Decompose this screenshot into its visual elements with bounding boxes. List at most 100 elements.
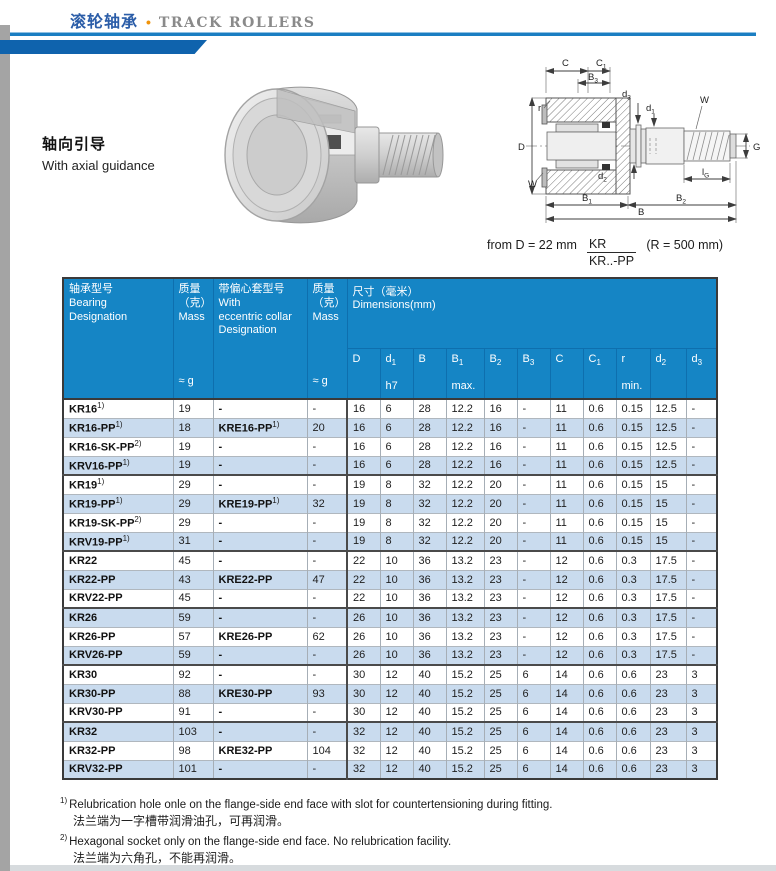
table-row: KR26 59- -26 10 36 13.2 23-12 0.6 0.3 17.5- — [62, 607, 718, 627]
dim-cell: 0.6 — [582, 455, 616, 475]
dim-cell: 14 — [549, 759, 583, 779]
dim-cell: 23 — [483, 569, 517, 589]
dim-cell: 23 — [649, 683, 686, 703]
dim-cell: 20 — [483, 493, 517, 513]
dim-header-cell: d3 — [685, 347, 718, 400]
header-eccentric-designation: 带偏心套型号 With eccentric collar Designation — [212, 277, 308, 400]
table-row: KR26-PP 57 KRE26-PP 62 26 10 36 13.2 23-12 0.6 0.3… — [62, 626, 718, 646]
dim-cell: - — [685, 626, 718, 646]
dim-cell: 20 — [483, 474, 517, 494]
dim-cell: 6 — [379, 436, 413, 456]
dim-cell: 12 — [549, 626, 583, 646]
section-label-en: With axial guidance — [42, 158, 155, 173]
ecc-mass-cell: - — [306, 759, 347, 779]
dim-cell: - — [685, 588, 718, 608]
table-row: KR22-PP 43 KRE22-PP 47 22 10 36 13.2 23-12 0.6 0.3… — [62, 569, 718, 589]
ecc-mass-cell: 20 — [306, 417, 347, 437]
dim-header-cell: B3 — [516, 347, 551, 400]
dim-cell: 12.2 — [445, 512, 484, 532]
dim-cell: 19 — [346, 531, 380, 551]
dim-cell: 0.6 — [582, 398, 616, 418]
ecc-designation-cell: KRE22-PP — [212, 569, 307, 589]
dim-cell: 40 — [412, 759, 446, 779]
dim-cell: 3 — [685, 740, 718, 760]
dim-cell: 40 — [412, 740, 446, 760]
designation-cell: KR161) — [62, 398, 173, 418]
dim-cell: 11 — [549, 398, 583, 418]
dim-header-cell: B — [412, 347, 447, 400]
dim-cell: 25 — [483, 759, 517, 779]
ecc-designation-cell: - — [212, 531, 307, 551]
table-row: KR30-PP 88 KRE30-PP 93 30 12 40 15.2 25 6 14 0.6 0.6… — [62, 683, 718, 703]
svg-text:r: r — [538, 103, 541, 114]
dim-cell: 30 — [346, 664, 380, 684]
dim-cell: 32 — [346, 721, 380, 741]
header-bearing-designation: 轴承型号 Bearing Designation — [62, 277, 174, 400]
ecc-mass-cell: - — [306, 512, 347, 532]
dim-cell: 36 — [412, 626, 446, 646]
table-header: 轴承型号 Bearing Designation 质量 （克） Mass ≈ g… — [62, 277, 718, 400]
section-label-cn: 轴向引导 — [42, 136, 107, 153]
dim-cell: 13.2 — [445, 569, 484, 589]
dim-cell: 14 — [549, 740, 583, 760]
dim-cell: 3 — [685, 702, 718, 722]
dim-cell: 36 — [412, 569, 446, 589]
designation-cell: KR32 — [62, 721, 173, 741]
dim-cell: 12 — [549, 607, 583, 627]
dim-header-cell: D — [346, 347, 381, 400]
dim-cell: - — [685, 645, 718, 665]
designation-cell: KR22 — [62, 550, 173, 570]
dim-header-cell: r min. — [615, 347, 651, 400]
ecc-designation-cell: - — [212, 550, 307, 570]
size-note-suffix: (R = 500 mm) — [646, 238, 724, 252]
dim-cell: 15.2 — [445, 664, 484, 684]
dim-cell: 10 — [379, 645, 413, 665]
dim-cell: 0.6 — [582, 531, 616, 551]
dim-cell: - — [685, 569, 718, 589]
dim-cell: 40 — [412, 683, 446, 703]
designation-cell: KRV22-PP — [62, 588, 173, 608]
dim-cell: 12 — [549, 588, 583, 608]
dim-cell: 17.5 — [649, 588, 686, 608]
mass-cell: 19 — [172, 455, 213, 475]
dim-cell: - — [516, 398, 550, 418]
dim-cell: 10 — [379, 569, 413, 589]
dim-cell: 16 — [346, 436, 380, 456]
dim-cell: 12.5 — [649, 436, 686, 456]
mass-cell: 31 — [172, 531, 213, 551]
dim-cell: - — [685, 436, 718, 456]
dim-cell: - — [516, 531, 550, 551]
dim-cell: 12.2 — [445, 455, 484, 475]
dim-cell: 36 — [412, 550, 446, 570]
dim-cell: 0.6 — [615, 702, 650, 722]
bullet-icon: • — [146, 14, 151, 30]
size-note-fraction-top: KR — [586, 237, 637, 253]
dim-cell: - — [516, 436, 550, 456]
dim-cell: 10 — [379, 550, 413, 570]
table-row: KR32-PP 98 KRE32-PP 104 32 12 40 15.2 25 6 14 0.6 0.… — [62, 740, 718, 760]
dim-cell: 12 — [379, 740, 413, 760]
footnote-2-cn: 法兰端为六角孔，不能再润滑。 — [73, 851, 242, 866]
dim-cell: 13.2 — [445, 607, 484, 627]
ecc-mass-cell: - — [306, 645, 347, 665]
mass-cell: 92 — [172, 664, 213, 684]
svg-text:B1: B1 — [582, 193, 592, 206]
dim-cell: 19 — [346, 493, 380, 513]
ecc-designation-cell: - — [212, 645, 307, 665]
dim-cell: 3 — [685, 683, 718, 703]
ecc-mass-cell: 93 — [306, 683, 347, 703]
ecc-mass-cell: - — [306, 474, 347, 494]
ecc-designation-cell: - — [212, 474, 307, 494]
footnote-2-en: Hexagonal socket only on the flange-side… — [69, 836, 452, 849]
dim-cell: 12.2 — [445, 436, 484, 456]
dim-cell: 12 — [549, 569, 583, 589]
table-row: KR30 92- -30 12 40 15.2 25 6 14 0.6 0.6 23 3 — [62, 664, 718, 684]
ecc-designation-cell: KRE30-PP — [212, 683, 307, 703]
dim-cell: 32 — [412, 493, 446, 513]
dim-cell: 6 — [516, 702, 550, 722]
dim-cell: 26 — [346, 607, 380, 627]
dim-cell: 12.5 — [649, 398, 686, 418]
svg-text:B: B — [638, 207, 644, 218]
dim-cell: 14 — [549, 683, 583, 703]
dim-cell: 11 — [549, 455, 583, 475]
